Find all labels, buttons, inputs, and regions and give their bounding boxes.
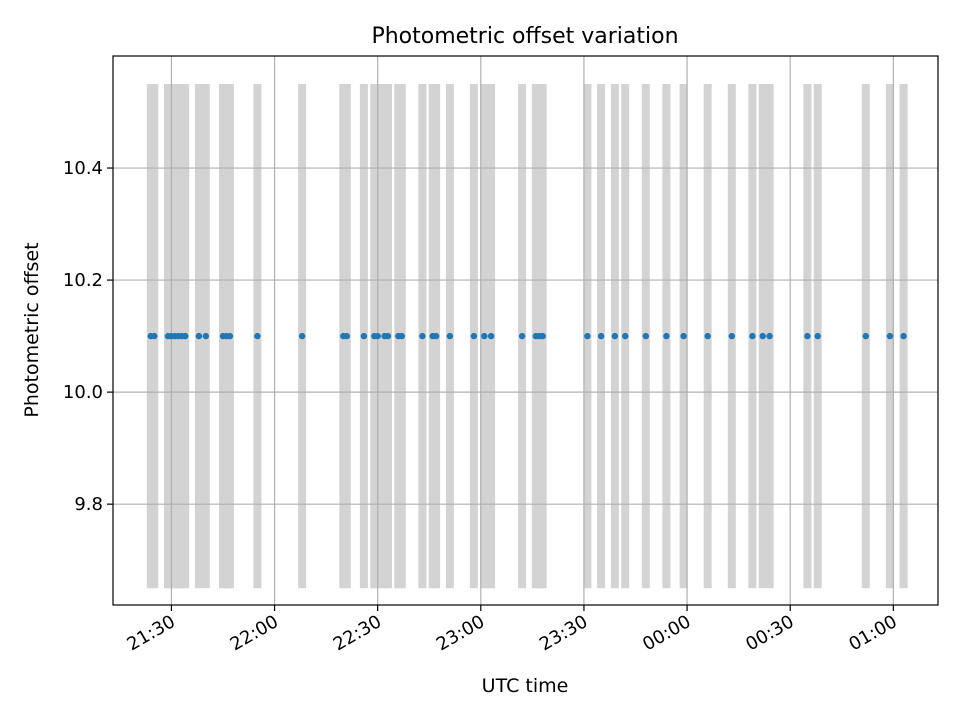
data-point <box>419 332 426 340</box>
data-point <box>446 332 454 340</box>
data-point <box>766 332 773 340</box>
data-point <box>642 332 649 340</box>
data-point <box>195 332 203 340</box>
data-point <box>481 332 488 340</box>
x-axis-label: UTC time <box>482 675 569 697</box>
data-point <box>384 332 392 340</box>
data-point <box>202 332 209 340</box>
data-points <box>147 332 907 340</box>
data-point <box>298 332 306 340</box>
y-tick-label: 10.2 <box>63 270 103 291</box>
data-point <box>539 332 546 340</box>
data-point <box>584 332 591 340</box>
data-point <box>254 332 261 340</box>
data-point <box>470 332 478 340</box>
data-point <box>151 332 158 340</box>
data-point <box>360 332 368 340</box>
data-point <box>611 332 619 340</box>
grid-lines <box>113 56 938 605</box>
chart-title: Photometric offset variation <box>371 24 678 49</box>
data-point <box>398 332 405 340</box>
data-point <box>862 332 869 340</box>
data-point <box>728 332 735 340</box>
data-point <box>704 332 711 340</box>
data-point <box>432 332 440 340</box>
data-point <box>804 332 811 340</box>
y-axis-label: Photometric offset <box>21 242 43 417</box>
data-point <box>487 332 495 340</box>
plot-frame <box>112 55 939 606</box>
data-point <box>622 332 629 340</box>
data-point <box>814 332 821 340</box>
data-point <box>226 332 234 340</box>
data-point <box>680 332 687 340</box>
y-tick-label: 10.4 <box>63 158 103 179</box>
data-point <box>886 332 894 340</box>
y-tick-label: 10.0 <box>63 382 103 403</box>
data-point <box>597 332 605 340</box>
data-point <box>518 332 526 340</box>
data-point <box>759 332 766 340</box>
data-point <box>182 332 189 340</box>
data-point <box>900 332 907 340</box>
data-point <box>374 332 381 340</box>
data-point <box>663 332 670 340</box>
data-point <box>749 332 756 340</box>
data-point <box>343 332 350 340</box>
y-tick-label: 9.8 <box>74 494 103 515</box>
y-axis-ticks: 9.8 10.0 10.2 10.4 <box>63 158 113 515</box>
